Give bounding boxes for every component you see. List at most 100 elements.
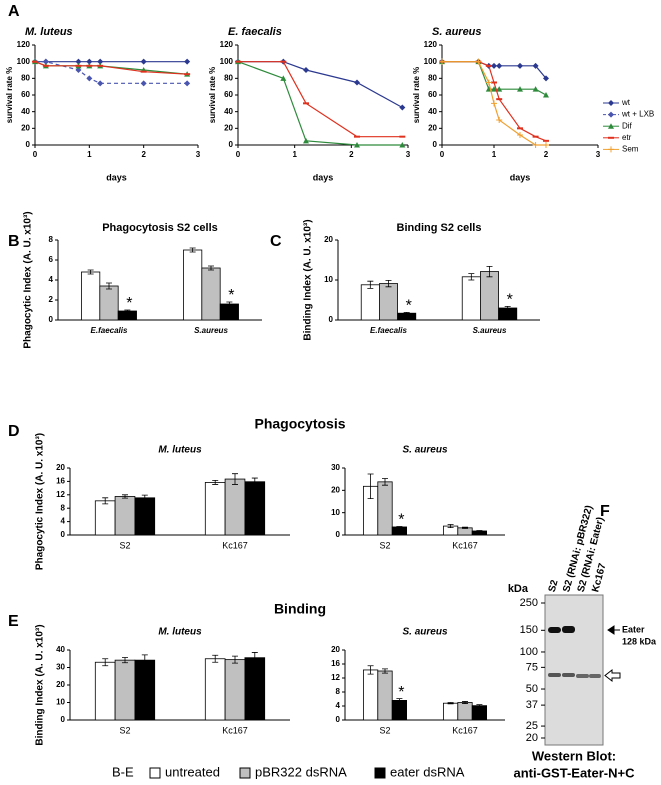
legend-label: Dif <box>622 121 633 130</box>
significance-mark: * <box>406 298 412 315</box>
point <box>517 86 523 92</box>
x-tick-label: S.aureus <box>194 326 228 335</box>
point <box>496 62 503 69</box>
bar <box>204 658 226 721</box>
lane-label: S2 <box>547 578 561 593</box>
error-bar <box>102 658 109 667</box>
error-bar <box>447 524 454 529</box>
error-bar <box>106 282 112 290</box>
error-bar <box>226 301 233 307</box>
blot-caption: Western Blot: <box>532 748 616 763</box>
point <box>354 79 360 86</box>
point <box>475 58 482 65</box>
bar <box>183 249 203 321</box>
bar <box>81 271 101 321</box>
significance-mark: * <box>126 295 132 312</box>
error-bar <box>251 477 258 486</box>
bar <box>379 283 398 321</box>
point <box>517 62 523 69</box>
y-tick-label: 60 <box>428 90 437 99</box>
x-tick-label: E.faecalis <box>91 326 128 335</box>
y-axis-label: Phagocytic Index (A. U. x10³) <box>35 433 46 570</box>
error-bar <box>208 265 214 271</box>
error-bar <box>367 473 374 499</box>
y-tick-label: 60 <box>224 90 233 99</box>
legend-swatch <box>149 767 161 779</box>
y-tick-label: 12 <box>331 673 340 682</box>
y-tick-label: 12 <box>56 490 65 499</box>
x-tick-label: 2 <box>141 150 146 159</box>
band-label: 128 kDa <box>622 636 657 646</box>
x-tick-label: 2 <box>544 150 549 159</box>
bar <box>94 661 116 721</box>
point <box>517 132 523 138</box>
error-bar <box>212 654 219 663</box>
y-tick-label: 40 <box>56 645 65 654</box>
significance-mark: * <box>228 287 234 304</box>
y-tick-label: 4 <box>49 275 54 284</box>
legend-label: pBR322 dsRNA <box>255 764 347 779</box>
series-line <box>237 61 403 146</box>
point <box>399 104 406 111</box>
band-label: Eater <box>622 624 645 634</box>
y-tick-label: 60 <box>21 90 30 99</box>
point <box>97 80 104 87</box>
y-tick-label: 100 <box>220 57 234 66</box>
bar <box>377 670 393 721</box>
y-tick-label: 120 <box>424 40 438 49</box>
x-tick-label: S.aureus <box>473 326 507 335</box>
panel-label: C <box>270 233 282 250</box>
point <box>485 79 492 86</box>
panel-label: B <box>8 233 20 250</box>
error-bar <box>251 652 258 664</box>
bar <box>480 271 499 321</box>
y-tick-label: 0 <box>49 315 54 324</box>
error-bar <box>212 479 219 485</box>
legend-label: wt <box>621 98 631 107</box>
bar <box>244 657 266 721</box>
arrow <box>607 625 620 635</box>
bar <box>377 481 393 536</box>
bar <box>362 669 379 721</box>
legend-title: B-E <box>112 764 134 779</box>
point <box>543 92 549 98</box>
y-axis-label: Binding Index (A. U. x10³) <box>303 219 314 340</box>
error-bar <box>462 701 468 704</box>
y-tick-label: 0 <box>26 140 31 149</box>
marker-label: 37 <box>526 699 538 711</box>
y-tick-label: 100 <box>17 57 31 66</box>
chart-title: M. luteus <box>158 445 202 456</box>
error-bar <box>476 704 483 708</box>
x-tick-label: Kc167 <box>222 540 248 550</box>
x-tick-label: Kc167 <box>452 725 478 735</box>
x-tick-label: Kc167 <box>452 540 478 550</box>
panel-label: D <box>8 423 20 440</box>
x-tick-label: 0 <box>440 150 445 159</box>
chart-title: Phagocytosis S2 cells <box>102 222 218 234</box>
error-bar <box>396 698 403 703</box>
error-bar <box>396 526 403 528</box>
point <box>354 142 360 148</box>
y-tick-label: 0 <box>61 715 66 724</box>
error-bar <box>504 306 511 310</box>
bar <box>391 700 408 721</box>
marker-label: 75 <box>526 661 538 673</box>
y-tick-label: 8 <box>49 235 54 244</box>
legend-swatch <box>374 767 386 779</box>
point <box>86 75 93 82</box>
x-tick-label: 3 <box>596 150 601 159</box>
error-bar <box>462 526 468 529</box>
legend-label: wt + LXB <box>621 110 654 119</box>
chart-title: M. luteus <box>158 627 202 638</box>
bar <box>134 659 156 721</box>
marker-label: 250 <box>520 597 538 609</box>
y-axis-label: survival rate % <box>412 67 421 123</box>
y-tick-label: 100 <box>424 57 438 66</box>
blot-band <box>548 673 561 677</box>
bar <box>201 267 221 321</box>
point <box>491 86 497 92</box>
x-tick-label: S2 <box>379 540 390 550</box>
error-bar <box>476 530 483 532</box>
marker-label: 50 <box>526 683 538 695</box>
